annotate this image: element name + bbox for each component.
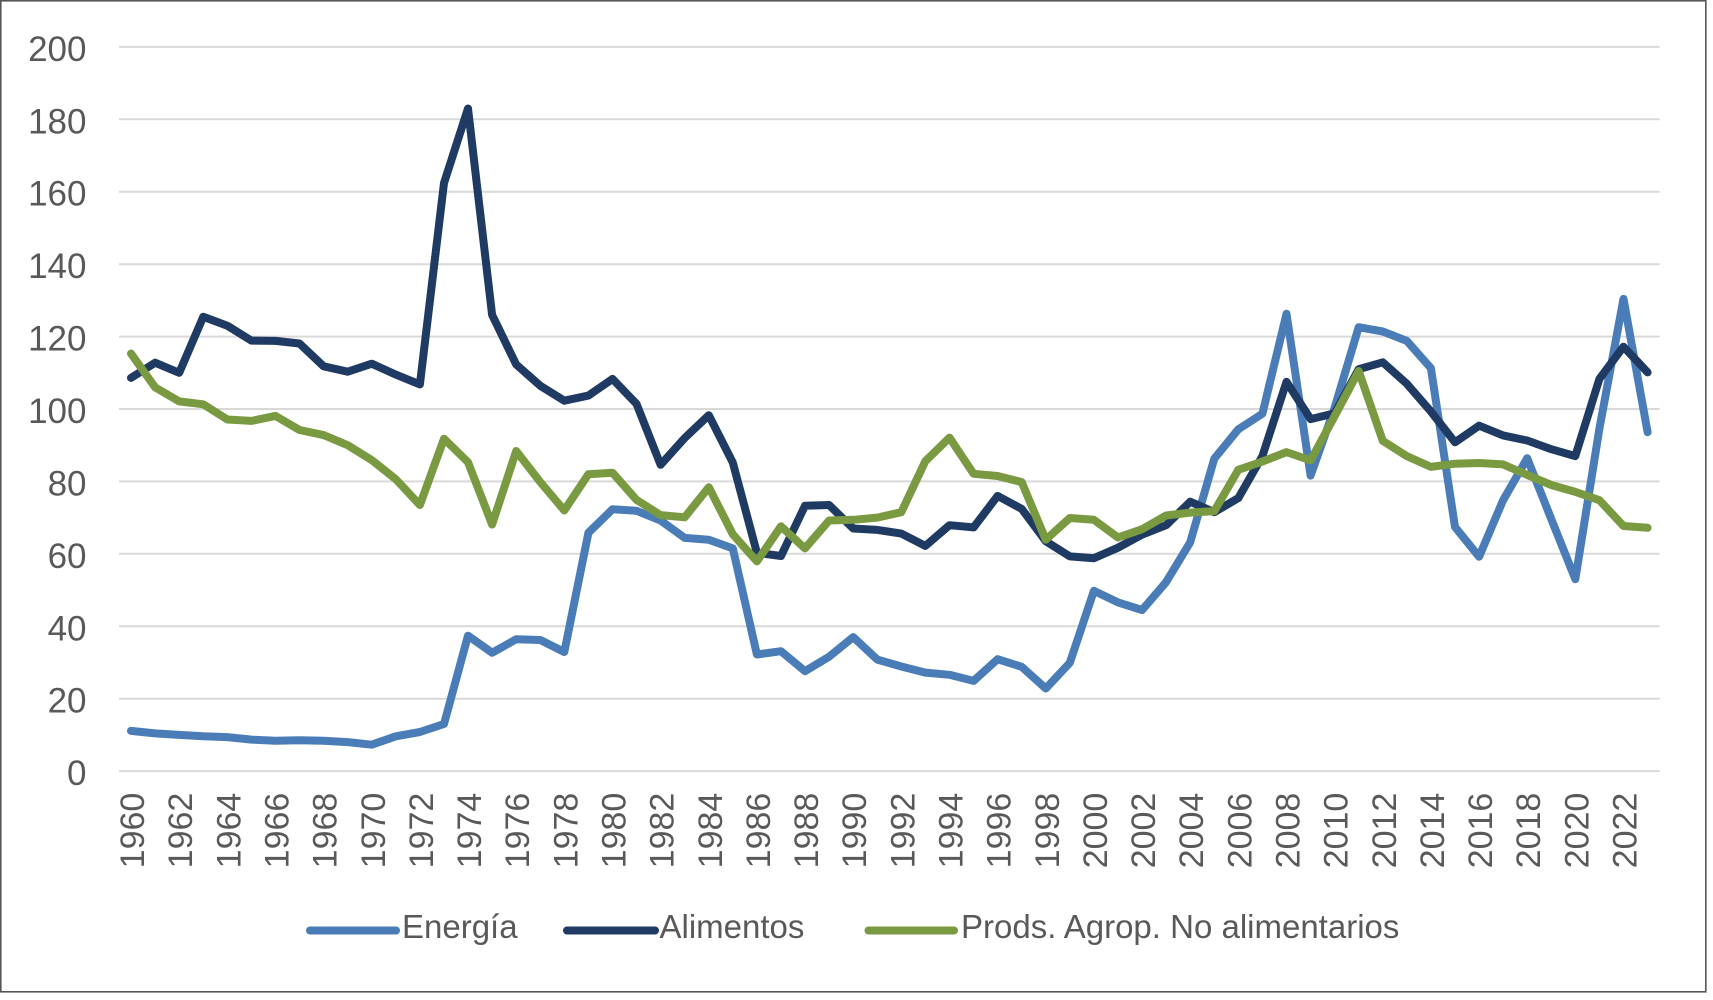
svg-text:100: 100 (28, 392, 86, 431)
svg-text:1996: 1996 (981, 793, 1019, 869)
svg-text:2016: 2016 (1462, 793, 1500, 869)
svg-text:1998: 1998 (1029, 793, 1067, 869)
svg-text:180: 180 (28, 102, 86, 141)
svg-text:1980: 1980 (596, 793, 634, 869)
svg-text:80: 80 (48, 464, 87, 503)
svg-text:1994: 1994 (933, 793, 971, 869)
svg-text:160: 160 (28, 175, 86, 214)
svg-text:1992: 1992 (884, 793, 922, 869)
svg-text:1968: 1968 (307, 793, 345, 869)
svg-text:140: 140 (28, 247, 86, 286)
svg-text:1962: 1962 (162, 793, 200, 869)
svg-text:2002: 2002 (1125, 793, 1163, 869)
svg-text:1964: 1964 (210, 793, 248, 869)
svg-text:1972: 1972 (403, 793, 441, 869)
svg-text:1960: 1960 (114, 793, 152, 869)
svg-text:2006: 2006 (1221, 793, 1259, 869)
svg-text:40: 40 (48, 609, 87, 648)
svg-text:2000: 2000 (1077, 793, 1115, 869)
svg-text:1976: 1976 (499, 793, 537, 869)
svg-text:0: 0 (67, 754, 86, 793)
svg-text:1986: 1986 (740, 793, 778, 869)
svg-text:2008: 2008 (1270, 793, 1308, 869)
svg-text:1970: 1970 (355, 793, 393, 869)
svg-text:200: 200 (28, 30, 86, 69)
svg-text:1990: 1990 (836, 793, 874, 869)
svg-text:Energía: Energía (402, 908, 518, 945)
svg-text:2010: 2010 (1318, 793, 1356, 869)
svg-text:1982: 1982 (644, 793, 682, 869)
svg-text:2018: 2018 (1510, 793, 1548, 869)
svg-text:2004: 2004 (1173, 793, 1211, 869)
svg-text:1988: 1988 (788, 793, 826, 869)
svg-text:Alimentos: Alimentos (660, 908, 805, 945)
svg-text:1984: 1984 (692, 793, 730, 869)
svg-text:1966: 1966 (259, 793, 297, 869)
svg-text:1978: 1978 (547, 793, 585, 869)
svg-text:2014: 2014 (1414, 793, 1452, 869)
svg-text:2020: 2020 (1558, 793, 1596, 869)
svg-text:Prods. Agrop. No alimentarios: Prods. Agrop. No alimentarios (961, 908, 1399, 945)
svg-text:60: 60 (48, 537, 87, 576)
svg-text:1974: 1974 (451, 793, 489, 869)
svg-text:120: 120 (28, 320, 86, 359)
svg-text:20: 20 (48, 682, 87, 721)
svg-text:2022: 2022 (1607, 793, 1645, 869)
svg-text:2012: 2012 (1366, 793, 1404, 869)
